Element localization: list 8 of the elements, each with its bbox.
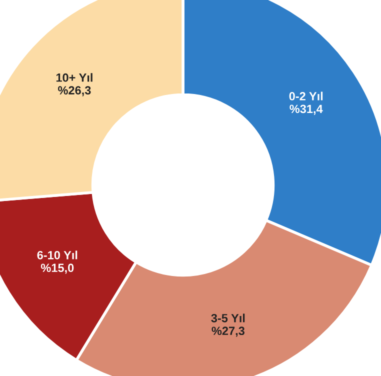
data-label: %26,3 (58, 86, 91, 96)
data-label: %31,4 (290, 104, 323, 115)
slice-label: 3-5 Yıl (211, 314, 245, 322)
slice-label: 0-2 Yıl (289, 92, 323, 100)
data-label: %15,0 (40, 264, 74, 274)
slice-label: 10+ Yıl (56, 73, 92, 82)
slice-label: 6-10 Yıl (37, 250, 78, 260)
data-label: %27,3 (212, 326, 244, 337)
